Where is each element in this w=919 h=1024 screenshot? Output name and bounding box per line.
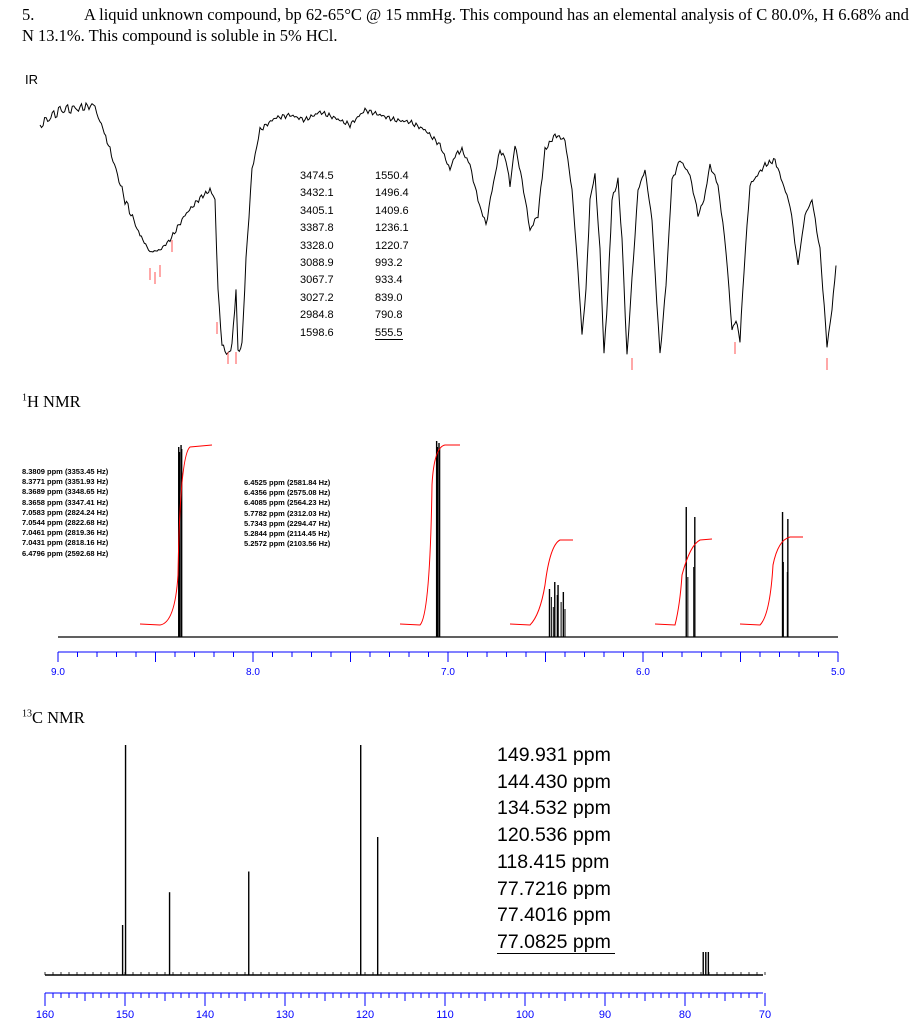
c-peak-label: 77.0825 ppm bbox=[497, 929, 615, 956]
h-peak-label: 8.3771 ppm (3351.93 Hz) bbox=[22, 477, 109, 487]
c-peak-list: 149.931 ppm 144.430 ppm 134.532 ppm 120.536… bbox=[497, 742, 615, 956]
c-axis-tick-label: 110 bbox=[436, 1009, 454, 1021]
c-peak-label: 118.415 ppm bbox=[497, 850, 610, 873]
c-axis-tick-label: 120 bbox=[356, 1009, 374, 1021]
ir-peak-label: 993.2 bbox=[375, 257, 403, 270]
c-axis-tick-label: 150 bbox=[116, 1009, 134, 1021]
h-nmr-spectrum: 9.0 8.0 7.0 6.0 5.0 bbox=[51, 441, 845, 678]
h-axis-tick-label: 8.0 bbox=[246, 667, 260, 678]
ir-peak-list-1: 3474.5 3432.1 3405.1 3387.8 3328.0 3088.9 3067… bbox=[300, 168, 334, 342]
ir-peak-label: 3432.1 bbox=[300, 187, 334, 200]
h-integral bbox=[399, 444, 460, 626]
h-integral bbox=[654, 538, 713, 626]
h-peak-label: 8.3658 ppm (3347.41 Hz) bbox=[22, 497, 109, 507]
c-peak-label: 77.7216 ppm bbox=[497, 877, 611, 900]
h-peak-label: 6.4796 ppm (2592.68 Hz) bbox=[22, 548, 109, 558]
h-nmr-integrals bbox=[139, 444, 803, 626]
ir-peak-label: 3474.5 bbox=[300, 170, 334, 182]
h-axis-tick-label: 7.0 bbox=[441, 667, 455, 678]
h-peak-label: 6.4085 ppm (2564.23 Hz) bbox=[244, 498, 331, 508]
ir-peak-marks bbox=[149, 240, 828, 370]
ir-trace bbox=[39, 101, 837, 356]
c-peak-label: 134.532 ppm bbox=[497, 797, 611, 820]
c-peak-label: 120.536 ppm bbox=[497, 824, 611, 847]
c-nmr-spectrum: 160 150 140 130 120 110 100 90 80 70 bbox=[36, 745, 771, 1021]
problem-text: A liquid unknown compound, bp 62-65°C @ … bbox=[22, 5, 909, 45]
ir-peak-list-2: 1550.4 1496.4 1409.6 1236.1 1220.7 993.2 933.4… bbox=[375, 168, 409, 342]
c-peak-label: 144.430 ppm bbox=[497, 770, 611, 793]
c-nmr-axis: 160 150 140 130 120 110 100 90 80 70 bbox=[36, 972, 771, 1021]
h-integral bbox=[139, 444, 213, 626]
ir-peak-label: 1550.4 bbox=[375, 170, 409, 182]
h-integral bbox=[509, 539, 573, 626]
h-peak-label: 7.0461 ppm (2819.36 Hz) bbox=[22, 528, 109, 538]
h-axis-tick-label: 5.0 bbox=[831, 667, 845, 678]
c-nmr-label: 13C NMR bbox=[22, 708, 85, 727]
ir-peak-label: 2984.8 bbox=[300, 309, 334, 322]
h-integral bbox=[739, 536, 803, 626]
c-peak-label: 149.931 ppm bbox=[497, 744, 611, 766]
c-peak-label: 77.4016 ppm bbox=[497, 904, 611, 927]
ir-peak-label: 1598.6 bbox=[300, 326, 334, 339]
c-axis-tick-label: 100 bbox=[516, 1009, 534, 1021]
h-peak-list-1: 8.3809 ppm (3353.45 Hz) 8.3771 ppm (3351.… bbox=[22, 467, 108, 559]
h-peak-label: 5.2844 ppm (2114.45 Hz) bbox=[244, 529, 330, 539]
ir-peak-label: 790.8 bbox=[375, 309, 403, 322]
ir-peak-label: 3067.7 bbox=[300, 274, 334, 287]
h-nmr-peaks bbox=[178, 441, 789, 637]
h-peak-label: 7.0544 ppm (2822.68 Hz) bbox=[22, 518, 109, 528]
ir-peak-label: 3027.2 bbox=[300, 291, 334, 304]
h-peak-label: 7.0431 ppm (2818.16 Hz) bbox=[22, 538, 109, 548]
h-peak-list-2: 6.4525 ppm (2581.84 Hz) 6.4356 ppm (2575.… bbox=[244, 478, 330, 549]
ir-peak-label: 933.4 bbox=[375, 274, 403, 287]
h-peak-label: 8.3809 ppm (3353.45 Hz) bbox=[22, 467, 109, 476]
c-axis-tick-label: 80 bbox=[679, 1009, 691, 1021]
h-nmr-label: 1H NMR bbox=[22, 392, 81, 411]
h-axis-tick-label: 6.0 bbox=[636, 667, 650, 678]
ir-peak-label: 3088.9 bbox=[300, 257, 334, 270]
h-peak-label: 6.4525 ppm (2581.84 Hz) bbox=[244, 478, 331, 487]
ir-peak-label: 839.0 bbox=[375, 291, 403, 304]
c-axis-tick-label: 130 bbox=[276, 1009, 294, 1021]
problem-statement: 5. A liquid unknown compound, bp 62-65°C … bbox=[22, 4, 912, 46]
ir-label: IR bbox=[25, 72, 38, 87]
ir-peak-label: 3387.8 bbox=[300, 222, 334, 235]
problem-number: 5. bbox=[22, 5, 35, 24]
c-axis-tick-label: 90 bbox=[599, 1009, 611, 1021]
ir-peak-label: 1236.1 bbox=[375, 222, 409, 235]
c-nmr-peaks bbox=[121, 745, 710, 975]
h-peak-label: 5.2572 ppm (2103.56 Hz) bbox=[244, 539, 331, 549]
ir-peak-label: 1220.7 bbox=[375, 239, 409, 252]
h-peak-label: 6.4356 ppm (2575.08 Hz) bbox=[244, 488, 331, 498]
h-nmr-axis: 9.0 8.0 7.0 6.0 5.0 bbox=[51, 636, 845, 678]
c-axis-tick-label: 70 bbox=[759, 1009, 771, 1021]
ir-peak-label: 555.5 bbox=[375, 326, 403, 340]
ir-spectrum bbox=[39, 101, 837, 370]
c-axis-tick-label: 140 bbox=[196, 1009, 214, 1021]
h-axis-tick-label: 9.0 bbox=[51, 667, 65, 678]
ir-peak-label: 3405.1 bbox=[300, 204, 334, 217]
h-peak-label: 5.7343 ppm (2294.47 Hz) bbox=[244, 518, 331, 528]
ir-peak-label: 3328.0 bbox=[300, 239, 334, 252]
c-axis-tick-label: 160 bbox=[36, 1009, 54, 1021]
ir-peak-label: 1409.6 bbox=[375, 204, 409, 217]
h-peak-label: 8.3689 ppm (3348.65 Hz) bbox=[22, 487, 109, 497]
h-peak-label: 7.0583 ppm (2824.24 Hz) bbox=[22, 507, 109, 517]
ir-peak-label: 1496.4 bbox=[375, 187, 409, 200]
h-peak-label: 5.7782 ppm (2312.03 Hz) bbox=[244, 508, 331, 518]
